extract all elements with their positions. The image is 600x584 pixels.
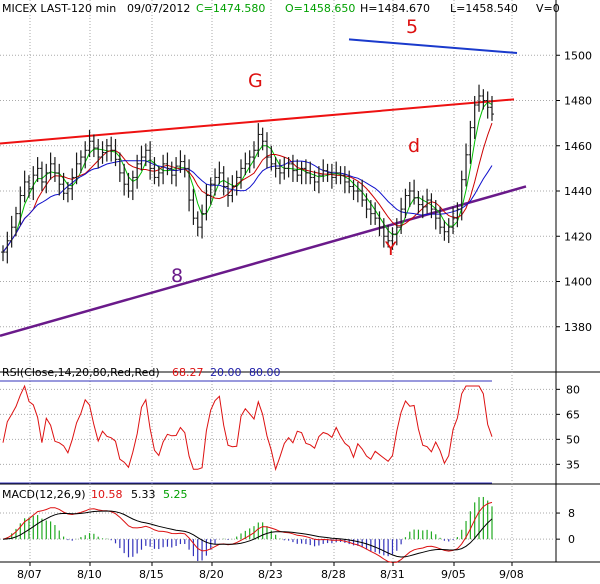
x-tick-label: 8/31: [380, 568, 405, 581]
pane-frames: [0, 0, 600, 563]
grid-lines: [0, 0, 556, 562]
rsi-lower: 20.00: [210, 366, 242, 379]
open-label: O=1458.650: [285, 2, 355, 15]
x-tick-label: 8/23: [258, 568, 283, 581]
rsi-tick-label: 50: [566, 433, 580, 446]
macd-pane: [2, 496, 493, 564]
x-tick-label: 8/20: [199, 568, 224, 581]
x-tick-label: 9/08: [499, 568, 524, 581]
red-trendline: [0, 98, 515, 145]
price-tick-label: 1440: [564, 185, 592, 198]
wave-label-g: G: [248, 70, 263, 92]
rsi-tick-label: 35: [566, 458, 580, 471]
ohlc-bars: [1, 84, 494, 264]
low-label: L=1458.540: [450, 2, 518, 15]
x-tick-label: 8/10: [77, 568, 102, 581]
hist-value: 5.25: [163, 488, 188, 501]
macd-value: 10.58: [91, 488, 123, 501]
high-label: H=1484.670: [360, 2, 430, 15]
price-tick-label: 1400: [564, 276, 592, 289]
signal-value: 5.33: [131, 488, 156, 501]
x-tick-label: 8/28: [321, 568, 346, 581]
rsi-title: RSI(Close,14,20,80,Red,Red): [2, 366, 160, 379]
x-tick-label: 8/07: [17, 568, 42, 581]
macd-tick-label: 8: [568, 507, 575, 520]
rsi-line: [2, 384, 493, 472]
date-label: 09/07/2012: [127, 2, 190, 15]
moving-averages: [2, 101, 493, 253]
x-tick-label: 8/15: [139, 568, 164, 581]
x-tick-label: 9/05: [441, 568, 466, 581]
rsi-pane: [0, 380, 493, 484]
rsi-value: 68.27: [172, 366, 204, 379]
rsi-tick-label: 80: [566, 383, 580, 396]
rsi-tick-label: 65: [566, 408, 580, 421]
macd-tick-label: 0: [568, 533, 575, 546]
signal-line: [2, 510, 493, 558]
ma-fast-line: [2, 101, 493, 253]
symbol-label: MICEX LAST-120 min: [2, 2, 116, 15]
wave-label-d: d: [408, 135, 420, 157]
rsi-upper: 80.00: [249, 366, 281, 379]
macd-line: [2, 501, 493, 564]
price-tick-label: 1460: [564, 140, 592, 153]
price-tick-label: 1480: [564, 95, 592, 108]
wave-label-8: 8: [171, 265, 183, 287]
axis-labels: 8/07 8/10 8/15 8/20 8/23 8/28 8/31 9/05 9/08 1500…: [17, 49, 592, 581]
macd-title: MACD(12,26,9): [2, 488, 86, 501]
volume-label: V=0: [536, 2, 560, 15]
price-tick-label: 1500: [564, 49, 592, 62]
wave-label-5: 5: [406, 16, 418, 38]
close-label: C=1474.580: [196, 2, 265, 15]
wave-label-y: Y: [384, 238, 397, 260]
ma-slow-line: [2, 160, 493, 253]
ma-mid-line: [2, 122, 493, 253]
price-tick-label: 1380: [564, 321, 592, 334]
price-tick-label: 1420: [564, 230, 592, 243]
blue-trendline: [348, 38, 518, 54]
